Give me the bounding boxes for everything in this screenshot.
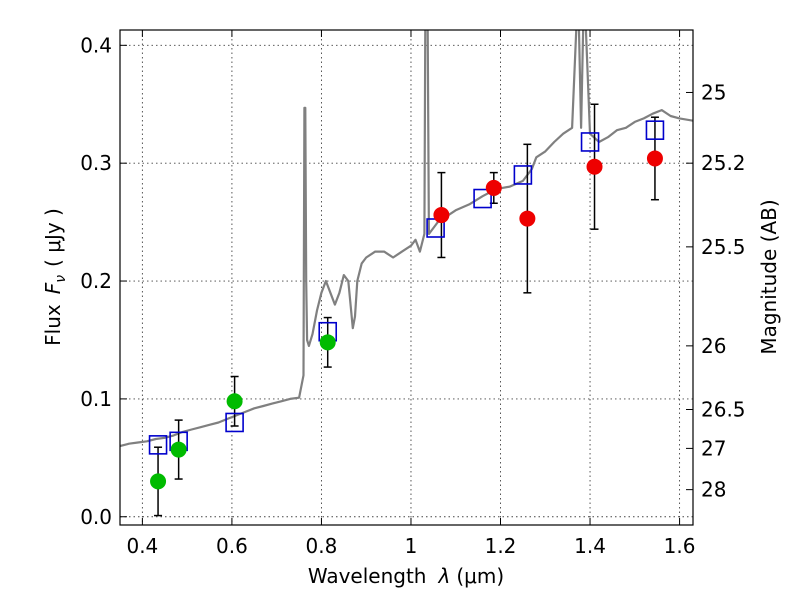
x-tick-label: 1.4: [574, 534, 606, 558]
observed-optical-point: [226, 393, 243, 410]
x-tick-label: 0.6: [216, 534, 248, 558]
y2-tick-label: 26.5: [701, 398, 746, 422]
y-axis-label-symbol: F: [41, 282, 65, 294]
y-tick-label: 0.0: [80, 505, 112, 529]
model-photometry-square: [225, 412, 244, 433]
x-tick-label: 1: [405, 534, 418, 558]
y2-tick-label: 25.2: [701, 151, 746, 175]
y-tick-label: 0.1: [80, 387, 112, 411]
observed-infrared-point: [646, 150, 663, 167]
model-photometry-square: [148, 435, 168, 455]
x-tick-label: 1.2: [485, 534, 517, 558]
y-tick-label: 0.4: [80, 33, 112, 57]
observed-infrared-point: [519, 210, 536, 227]
y-axis-label-text: Flux: [41, 304, 65, 346]
plot-frame: [119, 29, 694, 526]
y-axis-label: Flux Fν ( μJy ): [41, 208, 69, 346]
x-axis-label-symbol: λ: [438, 564, 451, 588]
observed-optical-point: [150, 473, 167, 490]
model-photometry-square: [473, 188, 492, 209]
y2-axis-label: Magnitude (AB): [757, 199, 781, 354]
observed-infrared-point: [433, 207, 450, 224]
y-tick-label: 0.3: [80, 151, 112, 175]
observed-infrared-point: [485, 179, 502, 196]
y2-tick-label: 26: [701, 334, 726, 358]
observed-infrared-point: [586, 158, 603, 175]
y2-tick-label: 25: [701, 80, 726, 104]
x-axis-label-text: Wavelength: [308, 564, 427, 588]
y-axis-label-unit: ( μJy ): [41, 208, 65, 267]
spectrum-line: [120, 30, 693, 448]
y2-tick-label: 27: [701, 436, 726, 460]
x-axis-label: Wavelength λ (μm): [308, 564, 504, 588]
model-photometry-square: [645, 120, 665, 140]
tick-layer: 0.4 0.6 0.8 1 1.2 1.4 1.6 0.0 0.1 0.2 0.3 0.4 25 25.2…: [80, 30, 746, 558]
y2-tick-label: 25.5: [701, 235, 746, 259]
observed-optical-point: [319, 334, 336, 351]
point-layer: [150, 150, 663, 490]
x-tick-label: 0.4: [126, 534, 158, 558]
x-axis-label-unit: (μm): [456, 564, 504, 588]
x-tick-label: 0.8: [306, 534, 338, 558]
observed-optical-point: [170, 441, 187, 458]
model-photometry-square: [580, 132, 600, 152]
y-tick-label: 0.2: [80, 269, 112, 293]
model-photometry-square: [513, 165, 533, 185]
x-tick-label: 1.6: [664, 534, 696, 558]
y-axis-label-subscript: ν: [53, 275, 69, 283]
y2-tick-label: 28: [701, 478, 726, 502]
spectrum-layer: [120, 30, 693, 448]
